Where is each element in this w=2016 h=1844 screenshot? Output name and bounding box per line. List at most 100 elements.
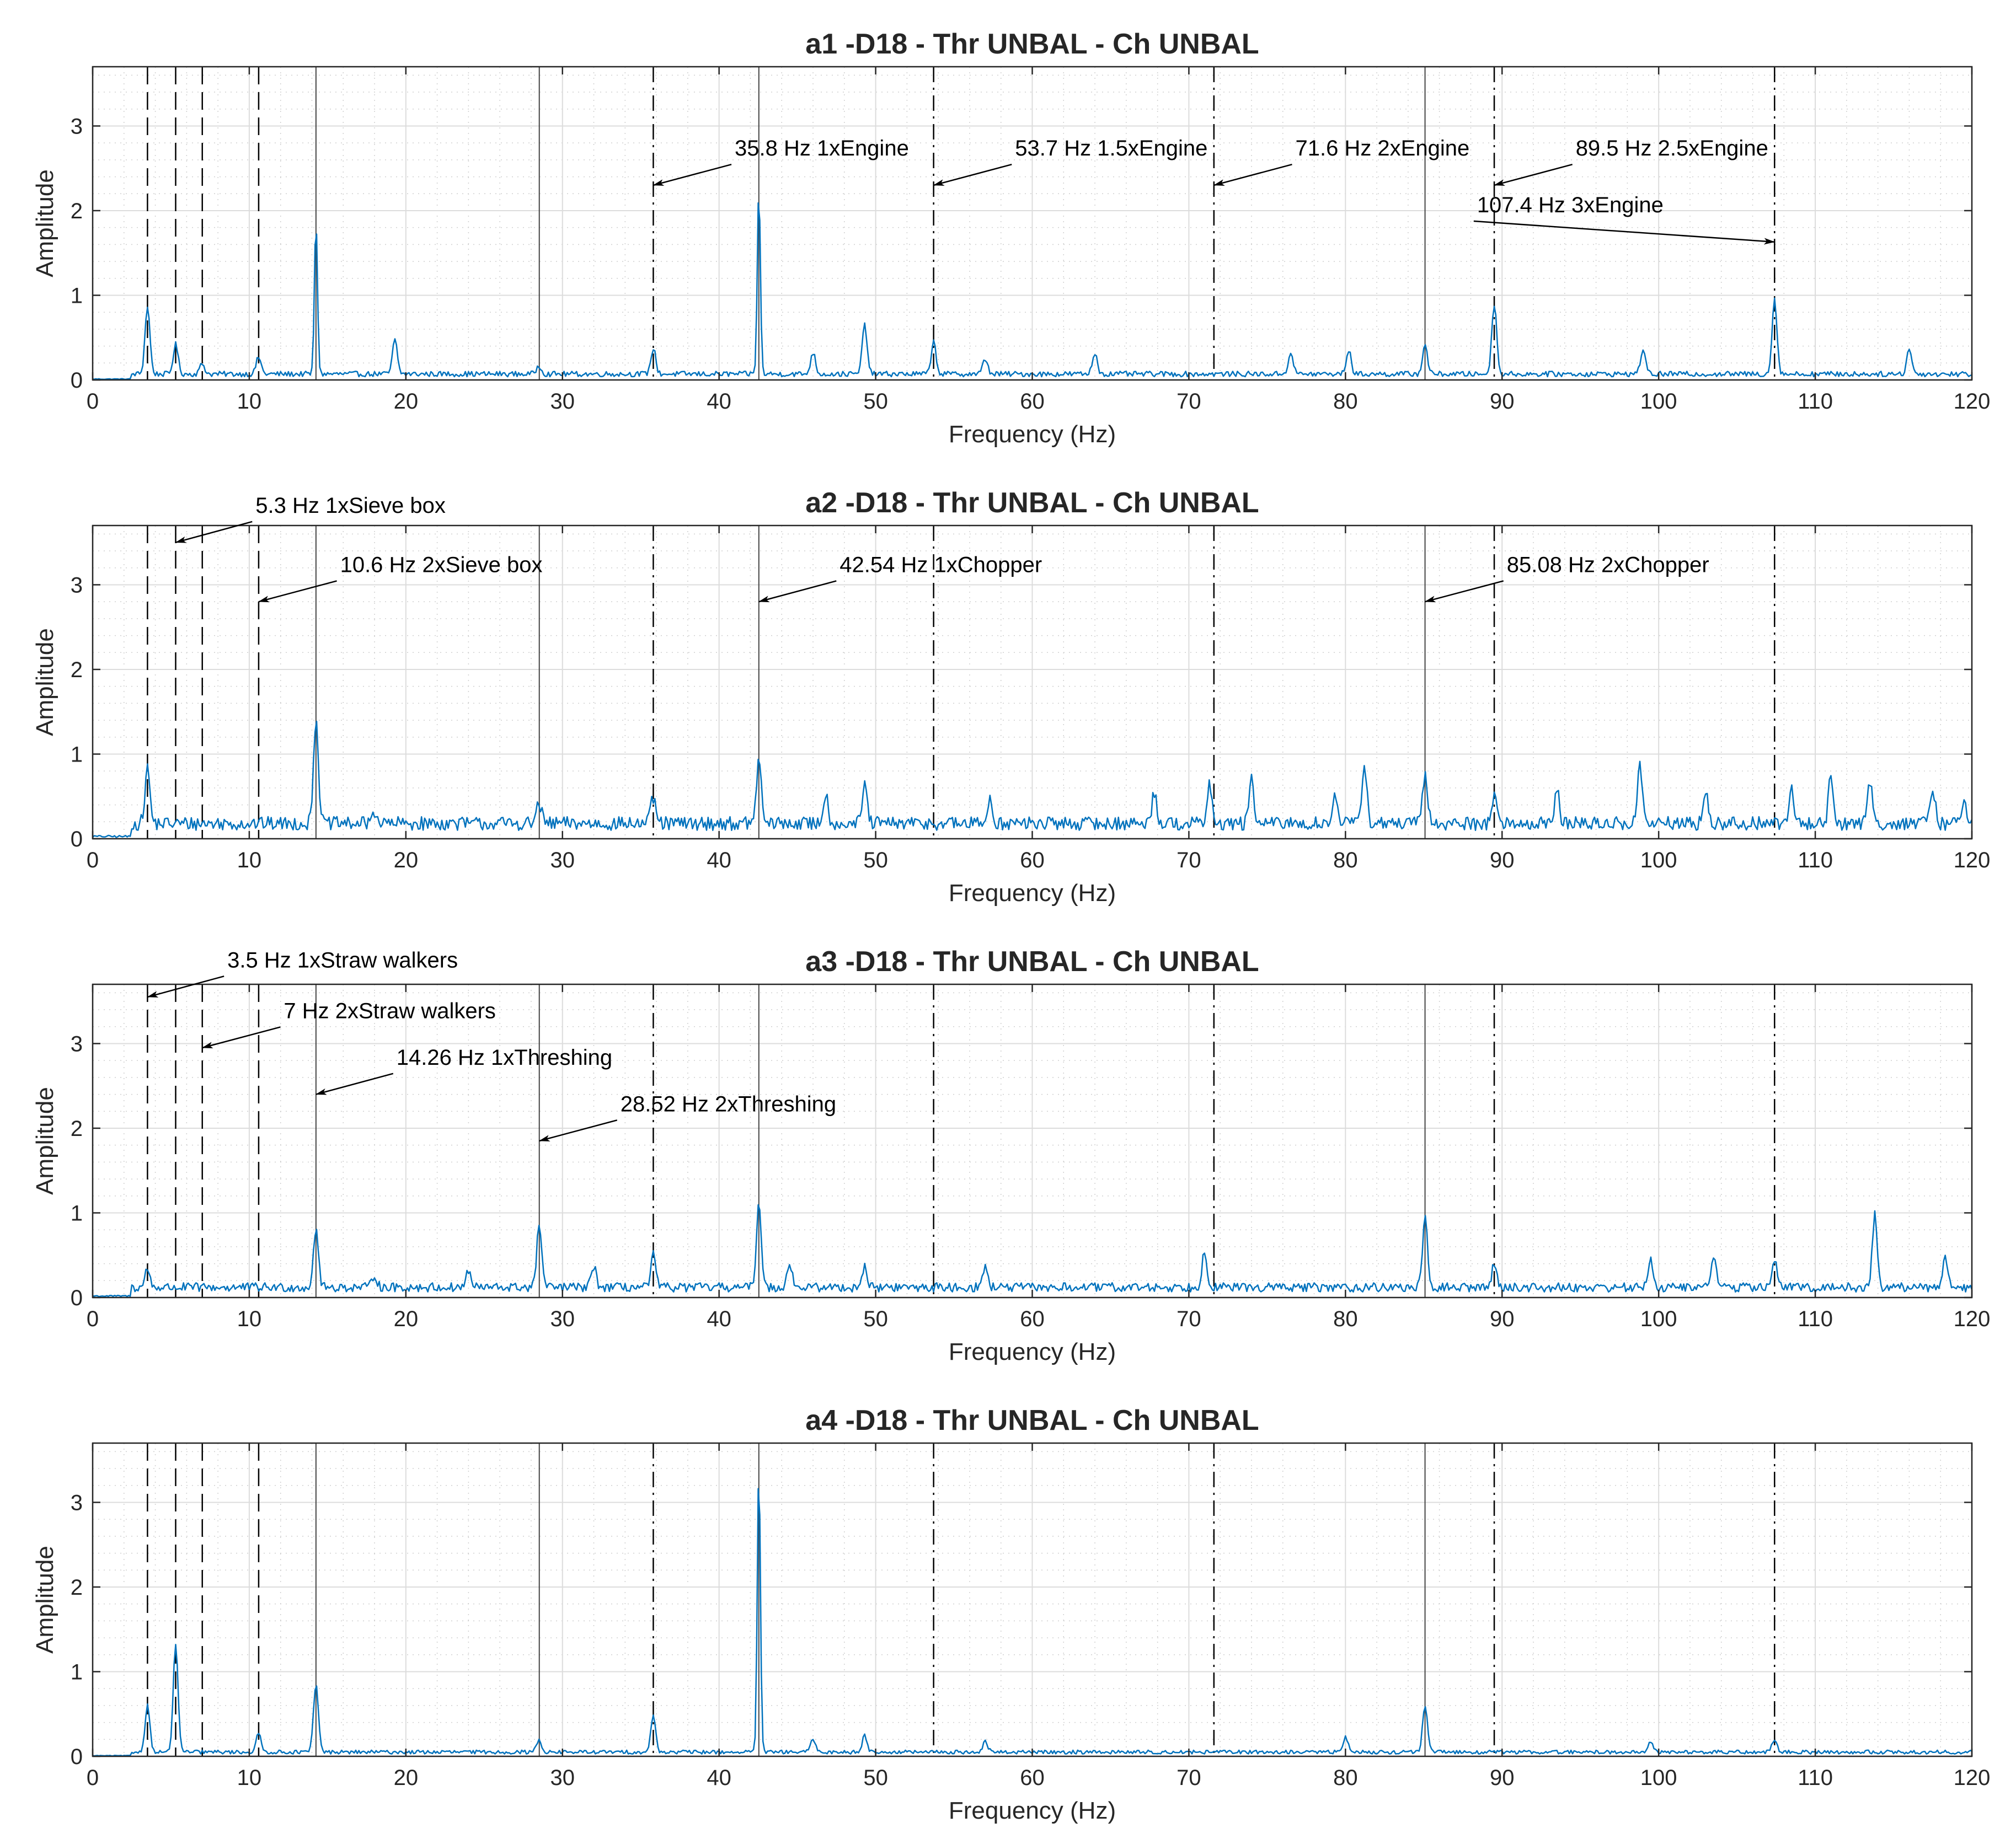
x-tick-label: 120 <box>1954 848 1991 872</box>
x-tick-label: 80 <box>1333 1766 1358 1790</box>
annotation-arrow <box>315 1073 394 1095</box>
chart-panel-4: 0 10 20 30 40 50 60 70 80 90 100 110 120 0 1 2 3 Frequenc… <box>31 1405 1990 1824</box>
y-tick-label: 3 <box>71 114 83 138</box>
annotation-arrow <box>1473 220 1776 245</box>
annotation-arrow <box>175 521 253 543</box>
x-tick-label: 80 <box>1333 848 1358 872</box>
annotation-arrow <box>758 580 837 603</box>
x-axis-label: Frequency (Hz) <box>949 421 1116 448</box>
annotation-arrow <box>653 163 732 186</box>
x-tick-label: 30 <box>550 848 575 872</box>
x-tick-label: 90 <box>1490 389 1515 414</box>
x-axis-label: Frequency (Hz) <box>949 1797 1116 1824</box>
annotation-label: 28.52 Hz 2xThreshing <box>621 1092 836 1116</box>
annotation: 10.6 Hz 2xSieve box <box>258 553 543 603</box>
y-tick-label: 1 <box>71 1660 83 1684</box>
x-tick-label: 50 <box>863 389 888 414</box>
x-tick-label: 70 <box>1177 389 1201 414</box>
annotation: 89.5 Hz 2.5xEngine <box>1494 136 1768 186</box>
x-tick-label: 80 <box>1333 1307 1358 1331</box>
annotation-arrow <box>258 580 337 603</box>
x-tick-label: 30 <box>550 389 575 414</box>
y-tick-label: 0 <box>71 368 83 393</box>
x-tick-label: 100 <box>1640 1307 1677 1331</box>
chart-title: a2 -D18 - Thr UNBAL - Ch UNBAL <box>805 487 1259 519</box>
x-tick-label: 90 <box>1490 1766 1515 1790</box>
annotation-arrow <box>933 163 1012 186</box>
y-tick-label: 1 <box>71 742 83 766</box>
x-tick-label: 0 <box>87 389 99 414</box>
annotation: 14.26 Hz 1xThreshing <box>315 1046 612 1095</box>
x-tick-label: 120 <box>1954 1766 1991 1790</box>
reference-lines <box>147 1443 1776 1756</box>
x-tick-label: 110 <box>1798 848 1833 872</box>
x-axis-label: Frequency (Hz) <box>949 880 1116 907</box>
y-tick-label: 2 <box>71 1575 83 1600</box>
annotation-arrow <box>1424 580 1504 603</box>
x-tick-label: 60 <box>1020 1307 1045 1331</box>
x-tick-label: 90 <box>1490 1307 1515 1331</box>
y-tick-label: 0 <box>71 1745 83 1769</box>
x-tick-label: 120 <box>1954 1307 1991 1331</box>
y-tick-label: 1 <box>71 1201 83 1225</box>
x-tick-label: 50 <box>863 1766 888 1790</box>
annotation: 7 Hz 2xStraw walkers <box>201 999 496 1049</box>
x-tick-label: 100 <box>1640 389 1677 414</box>
x-tick-label: 70 <box>1177 1307 1201 1331</box>
chart-panel-1: 0 10 20 30 40 50 60 70 80 90 100 110 120 0 1 2 3 Frequenc… <box>31 28 1990 448</box>
y-tick-label: 3 <box>71 1032 83 1056</box>
x-tick-label: 110 <box>1798 389 1833 414</box>
chart-panel-3: 0 10 20 30 40 50 60 70 80 90 100 110 120 0 1 2 3 Frequenc… <box>31 946 1990 1365</box>
x-tick-label: 70 <box>1177 848 1201 872</box>
reference-lines <box>147 67 1776 380</box>
annotation-label: 10.6 Hz 2xSieve box <box>340 553 543 577</box>
ticks <box>92 67 1973 381</box>
y-tick-label: 2 <box>71 1117 83 1141</box>
annotation: 42.54 Hz 1xChopper <box>758 553 1042 603</box>
y-axis-label: Amplitude <box>31 628 58 736</box>
x-tick-label: 110 <box>1798 1766 1833 1790</box>
spectrum-line <box>92 720 1973 838</box>
x-tick-label: 120 <box>1954 389 1991 414</box>
x-tick-label: 50 <box>863 848 888 872</box>
annotation: 71.6 Hz 2xEngine <box>1213 136 1469 186</box>
x-tick-label: 70 <box>1177 1766 1201 1790</box>
y-axis-label: Amplitude <box>31 169 58 277</box>
y-tick-label: 2 <box>71 658 83 682</box>
annotation-arrow <box>1494 163 1573 186</box>
x-tick-label: 20 <box>394 389 419 414</box>
annotation: 28.52 Hz 2xThreshing <box>538 1092 836 1142</box>
x-tick-label: 20 <box>394 848 419 872</box>
annotation-arrow <box>147 975 224 998</box>
x-tick-label: 0 <box>87 1766 99 1790</box>
x-tick-label: 0 <box>87 848 99 872</box>
x-tick-label: 0 <box>87 1307 99 1331</box>
y-tick-label: 3 <box>71 1491 83 1515</box>
x-tick-label: 20 <box>394 1307 419 1331</box>
x-tick-label: 60 <box>1020 1766 1045 1790</box>
y-tick-label: 2 <box>71 199 83 223</box>
annotation: 53.7 Hz 1.5xEngine <box>933 136 1207 186</box>
x-tick-label: 90 <box>1490 848 1515 872</box>
ticks <box>92 526 1973 840</box>
x-tick-label: 10 <box>237 848 262 872</box>
x-tick-label: 40 <box>707 389 731 414</box>
annotation-label: 53.7 Hz 1.5xEngine <box>1015 136 1207 160</box>
x-tick-label: 30 <box>550 1307 575 1331</box>
x-tick-label: 80 <box>1333 389 1358 414</box>
reference-lines <box>147 526 1776 839</box>
x-tick-label: 50 <box>863 1307 888 1331</box>
annotation: 107.4 Hz 3xEngine <box>1473 193 1776 245</box>
x-axis-label: Frequency (Hz) <box>949 1338 1116 1365</box>
annotation: 3.5 Hz 1xStraw walkers <box>147 948 458 998</box>
chart-title: a3 -D18 - Thr UNBAL - Ch UNBAL <box>805 946 1259 978</box>
x-tick-label: 10 <box>237 389 262 414</box>
x-tick-label: 100 <box>1640 848 1677 872</box>
x-tick-label: 40 <box>707 1766 731 1790</box>
ticks <box>92 984 1973 1299</box>
x-tick-label: 40 <box>707 1307 731 1331</box>
annotation-label: 3.5 Hz 1xStraw walkers <box>227 948 458 972</box>
x-tick-label: 60 <box>1020 848 1045 872</box>
y-tick-label: 3 <box>71 573 83 597</box>
annotation: 85.08 Hz 2xChopper <box>1424 553 1709 603</box>
